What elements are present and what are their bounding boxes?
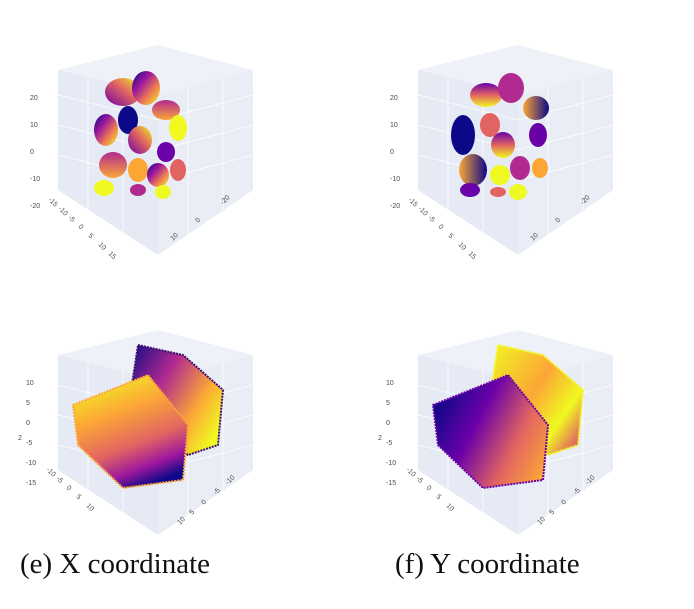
left-axis-tick-label: 10	[85, 502, 96, 513]
z-axis-tick-label: -15	[26, 480, 36, 487]
caption-y-coordinate: (f) Y coordinate	[395, 548, 580, 580]
z-axis-tick-label: 10	[26, 380, 34, 387]
right-axis-tick-label: 0	[560, 499, 568, 507]
z-axis-tick-label: -10	[390, 176, 400, 183]
z-axis-tick-label: 0	[30, 149, 34, 156]
left-axis-tick-label: 0	[437, 223, 445, 231]
left-axis-tick-label: -5	[415, 475, 424, 484]
left-axis-tick-label: 0	[65, 484, 73, 492]
right-axis-tick-label: 0	[200, 499, 208, 507]
plot-y-coordinate-top: 20 10 0 -10 -20 -15 -10 -5 0 5 10 15 -20 0 10	[378, 40, 628, 270]
z-axis-tick-label: 0	[26, 420, 30, 427]
left-axis-tick-label: 15	[467, 250, 478, 261]
axis-side-label: 2	[378, 435, 382, 442]
z-axis-tick-label: -5	[386, 440, 392, 447]
left-axis-tick-label: -5	[55, 475, 64, 484]
z-axis-tick-label: -15	[386, 480, 396, 487]
left-axis-tick-label: -10	[405, 466, 417, 478]
plot-x-coordinate-bottom: 10 5 0 -5 -10 -15 2 -10 -5 0 5 10 -10 -5 0 5 10	[18, 330, 268, 545]
z-axis-tick-label: 10	[390, 122, 398, 129]
data-slabs	[431, 343, 585, 490]
left-axis-tick-label: -15	[47, 196, 59, 208]
z-axis-tick-label: -5	[26, 440, 32, 447]
left-axis-tick-label: 5	[447, 232, 455, 240]
grid-lines	[57, 78, 254, 235]
z-axis-tick-label: 0	[386, 420, 390, 427]
z-axis-tick-label: 5	[26, 400, 30, 407]
z-axis-tick-label: 5	[386, 400, 390, 407]
right-axis-tick-label: 5	[188, 509, 196, 517]
left-axis-tick-label: -15	[407, 196, 419, 208]
data-blobs	[451, 73, 549, 200]
left-axis-tick-label: 5	[75, 493, 83, 501]
z-axis-tick-label: -10	[386, 460, 396, 467]
left-axis-tick-label: 5	[435, 493, 443, 501]
left-axis-tick-label: 0	[425, 484, 433, 492]
z-axis-tick-label: -20	[30, 203, 40, 210]
right-axis-tick-label: -5	[572, 487, 581, 496]
left-axis-tick-label: -5	[427, 214, 436, 223]
data-slabs	[71, 343, 225, 490]
left-axis-tick-label: -10	[417, 205, 429, 217]
axis-side-label: 2	[18, 435, 22, 442]
left-axis-tick-label: 0	[77, 223, 85, 231]
right-axis-tick-label: 10	[169, 232, 180, 243]
right-axis-tick-label: 0	[194, 217, 202, 225]
z-axis-tick-label: 20	[390, 95, 398, 102]
z-axis-tick-label: 10	[386, 380, 394, 387]
left-axis-tick-label: -5	[67, 214, 76, 223]
caption-x-coordinate: (e) X coordinate	[20, 548, 211, 580]
left-axis-tick-label: 10	[457, 241, 468, 252]
left-axis-tick-label: 10	[97, 241, 108, 252]
left-axis-tick-label: -10	[45, 466, 57, 478]
left-axis-tick-label: -10	[57, 205, 69, 217]
plot-y-coordinate-bottom: 10 5 0 -5 -10 -15 2 -10 -5 0 5 10 -10 -5 0 5 10	[378, 330, 628, 545]
data-blobs	[94, 71, 187, 199]
left-axis-tick-label: 5	[87, 232, 95, 240]
right-axis-tick-label: 10	[536, 516, 547, 527]
right-axis-tick-label: 10	[176, 516, 187, 527]
z-axis-tick-label: 10	[30, 122, 38, 129]
z-axis-tick-label: 20	[30, 95, 38, 102]
z-axis-tick-label: -10	[30, 176, 40, 183]
right-axis-tick-label: 10	[529, 232, 540, 243]
z-axis-tick-label: -10	[26, 460, 36, 467]
left-axis-tick-label: 15	[107, 250, 118, 261]
z-axis-tick-label: -20	[390, 203, 400, 210]
right-axis-tick-label: 0	[554, 217, 562, 225]
right-axis-tick-label: 5	[548, 509, 556, 517]
z-axis-tick-label: 0	[390, 149, 394, 156]
plot-x-coordinate-top: 20 10 0 -10 -20 -15 -10 -5 0 5 10 15 -20 0 10	[18, 40, 268, 270]
left-axis-tick-label: 10	[445, 502, 456, 513]
right-axis-tick-label: -5	[212, 487, 221, 496]
